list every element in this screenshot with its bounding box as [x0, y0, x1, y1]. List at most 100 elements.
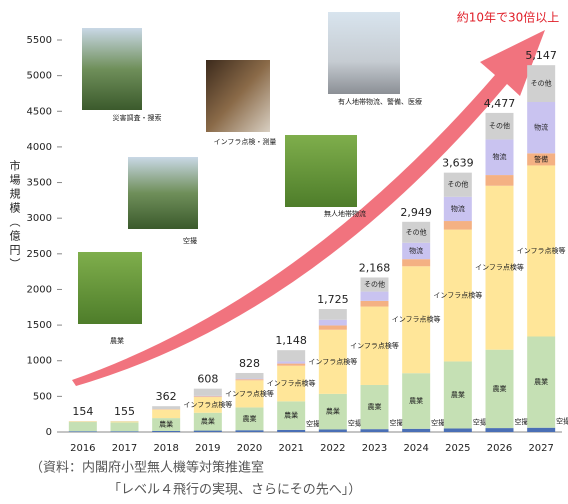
photo-caption: 有人地帯物流、警備、医療	[338, 97, 422, 106]
y-tick-label: 3000	[27, 213, 52, 224]
photo	[285, 135, 357, 207]
segment-label: インフラ点検等	[225, 389, 274, 398]
segment-label: インフラ点検等	[267, 379, 316, 388]
bar-segment	[527, 427, 556, 432]
bar-segment	[402, 242, 431, 260]
y-tick-label: 5500	[27, 35, 52, 46]
source: （資料：内閣府小型無人機等対策推進室	[30, 460, 264, 476]
segment-label: 農業	[409, 396, 423, 405]
bar-segment	[360, 384, 389, 430]
bar-segment	[68, 422, 97, 432]
y-tick-label: 1500	[27, 320, 52, 331]
segment-label: インフラ点検等	[183, 400, 232, 409]
bar-segment	[527, 153, 556, 166]
bar-segment	[527, 65, 556, 103]
total-label: 155	[114, 405, 135, 418]
bar-segment	[235, 407, 264, 431]
bar-segment	[443, 361, 472, 429]
x-tick-label: 2019	[195, 443, 220, 454]
photo-caption: 災害調査・捜索	[113, 113, 162, 122]
bar-segment	[527, 102, 556, 154]
x-tick-label: 2018	[153, 443, 178, 454]
photo	[78, 252, 142, 324]
bar-segment	[193, 397, 222, 413]
photo	[82, 28, 142, 110]
segment-label: 物流	[534, 123, 548, 132]
segment-label: 物流	[493, 152, 507, 161]
bar-segment	[235, 378, 264, 380]
bar-segment	[193, 395, 222, 397]
bar-segment	[402, 221, 431, 243]
segment-label: その他	[406, 227, 427, 236]
bar-segment	[68, 421, 97, 423]
bar-segment	[152, 418, 181, 431]
total-label: 1,148	[275, 334, 307, 347]
segment-label: 農業	[451, 390, 465, 399]
bar-segment	[485, 112, 514, 140]
segment-label: インフラ点検等	[475, 263, 524, 272]
segment-label: インフラ点検等	[350, 341, 399, 350]
segment-label: 空撮	[515, 417, 529, 426]
bar-segment	[277, 401, 306, 430]
segment-label: インフラ点検等	[517, 246, 566, 255]
bar-segment	[527, 336, 556, 428]
growth-arrow	[72, 30, 545, 386]
segment-label: インフラ点検等	[433, 291, 482, 300]
total-label: 3,639	[442, 157, 474, 170]
bar-segment	[485, 175, 514, 186]
photo	[128, 157, 198, 229]
y-tick-label: 3500	[27, 178, 52, 189]
bar-segment	[110, 421, 139, 423]
bar-segment	[277, 429, 306, 432]
bar-segment	[235, 380, 264, 408]
bar-segment	[360, 277, 389, 292]
bar-segment	[110, 422, 139, 432]
segment-label: 空撮	[390, 418, 404, 427]
bar-segment	[235, 372, 264, 379]
bar-segment	[485, 428, 514, 432]
source: 「レベル４飛行の実現、さらにその先へ」）	[108, 482, 361, 498]
segment-label: 農業	[243, 414, 257, 423]
y-tick-label: 500	[33, 391, 52, 402]
bar-segment	[360, 429, 389, 432]
bar-segment	[443, 229, 472, 362]
x-tick-label: 2025	[445, 443, 470, 454]
bar-segment	[318, 329, 347, 394]
bar-segment	[360, 291, 389, 301]
bar-segment	[235, 430, 264, 432]
y-tick-label: 0	[46, 427, 52, 438]
total-label: 2,168	[359, 261, 391, 274]
bar-segment	[360, 306, 389, 385]
total-label: 1,725	[317, 293, 349, 306]
segment-label: その他	[489, 121, 510, 130]
total-label: 828	[239, 357, 260, 370]
bar-segment	[277, 361, 306, 364]
bar-segment	[443, 196, 472, 222]
segment-label: 警備	[534, 154, 548, 163]
bar-segment	[443, 428, 472, 432]
bar-segment	[152, 406, 181, 410]
bar-segment	[152, 409, 181, 419]
x-tick-label: 2024	[403, 443, 428, 454]
segment-label: 空撮	[348, 419, 362, 428]
segment-label: 農業	[284, 411, 298, 420]
y-tick-label: 2000	[27, 284, 52, 295]
bar-segment	[318, 309, 347, 320]
bar-segment	[527, 165, 556, 337]
y-tick-label: 1000	[27, 356, 52, 367]
bar-segment	[68, 431, 97, 432]
bar-segment	[193, 430, 222, 432]
x-tick-label: 2026	[487, 443, 512, 454]
total-label: 2,949	[400, 206, 432, 219]
y-tick-label: 4500	[27, 106, 52, 117]
segment-label: 農業	[534, 377, 548, 386]
bar-segment	[193, 388, 222, 396]
photo	[328, 12, 400, 94]
bar-segment	[318, 325, 347, 330]
bar-segment	[318, 319, 347, 326]
bar-segment	[485, 139, 514, 176]
bar-segment	[402, 428, 431, 432]
total-label: 608	[197, 373, 218, 386]
bar-segment	[443, 172, 472, 197]
bar-segment	[318, 429, 347, 432]
